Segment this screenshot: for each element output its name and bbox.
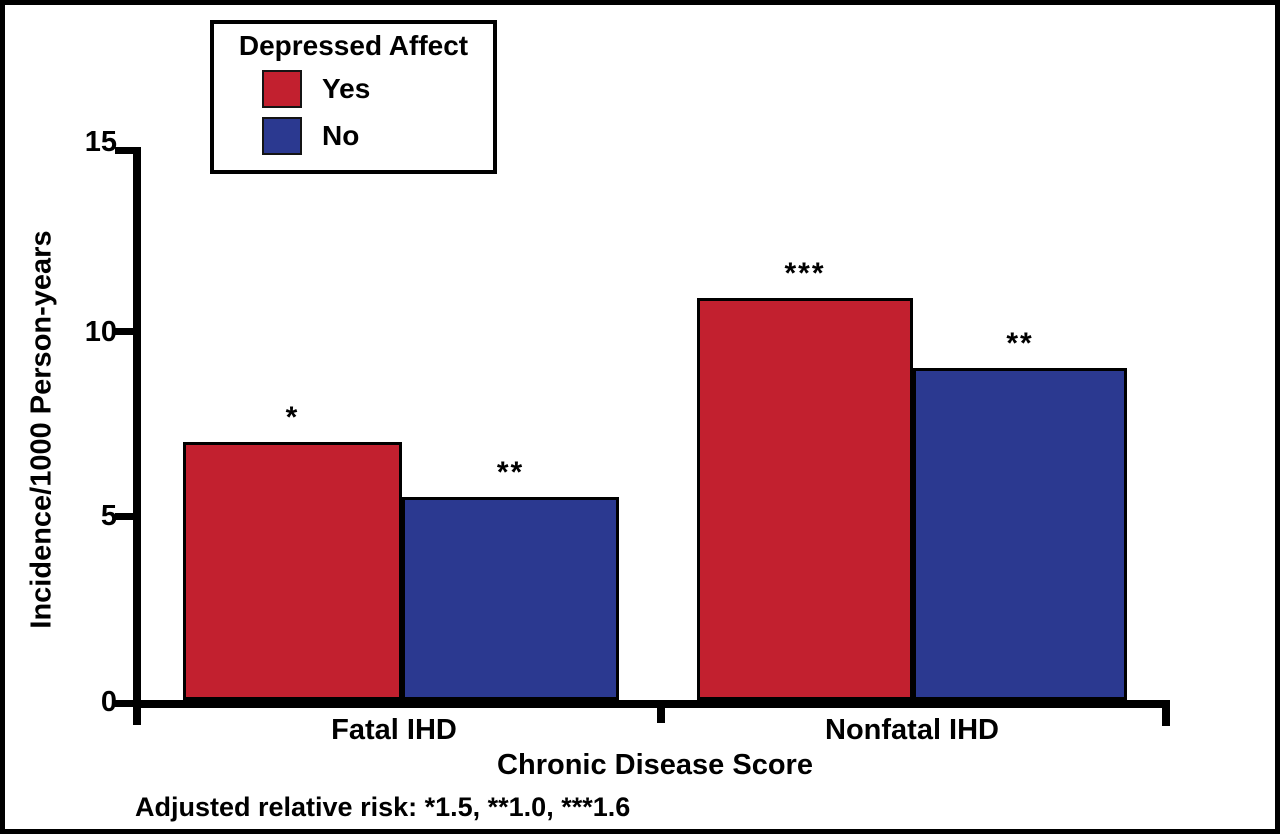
y-tick-label-15: 15 (84, 126, 117, 158)
y-tick-10 (115, 328, 135, 335)
x-tick-middle (657, 705, 665, 723)
bar-fatal-no: ** (402, 456, 619, 700)
bar-nonfatal-yes: *** (697, 257, 913, 700)
legend-label-no: No (322, 120, 360, 151)
legend-label-yes: Yes (322, 73, 371, 104)
y-tick-label-10: 10 (84, 316, 117, 348)
bar-nonfatal-no: ** (913, 327, 1127, 700)
category-label-fatal-ihd: Fatal IHD (331, 714, 457, 746)
y-tick-label-5: 5 (100, 500, 117, 532)
significance-marker-fatal-yes: * (285, 401, 300, 434)
y-tick-5 (115, 513, 135, 520)
legend-title: Depressed Affect (238, 30, 469, 61)
y-axis-title: Incidence/1000 Person-years (25, 230, 58, 629)
significance-marker-nonfatal-yes: *** (784, 257, 826, 290)
legend-box: Depressed Affect Yes No (210, 20, 497, 174)
y-tick-15 (115, 147, 135, 154)
y-tick-0 (115, 700, 135, 707)
legend-item-yes: Yes (262, 69, 485, 109)
legend-swatch-no (262, 117, 302, 155)
legend-swatch-yes (262, 70, 302, 108)
category-label-nonfatal-ihd: Nonfatal IHD (825, 714, 999, 746)
y-axis-line (133, 147, 141, 725)
y-tick-label-0: 0 (100, 686, 117, 718)
significance-marker-fatal-no: ** (496, 456, 525, 489)
x-axis-title: Chronic Disease Score (497, 749, 813, 781)
significance-marker-nonfatal-no: ** (1006, 327, 1034, 360)
footnote: Adjusted relative risk: *1.5, **1.0, ***… (135, 792, 631, 822)
bar-fatal-yes: * (183, 401, 402, 700)
x-tick-right (1162, 700, 1170, 726)
legend-item-no: No (262, 116, 485, 156)
x-axis-line (133, 700, 1170, 708)
